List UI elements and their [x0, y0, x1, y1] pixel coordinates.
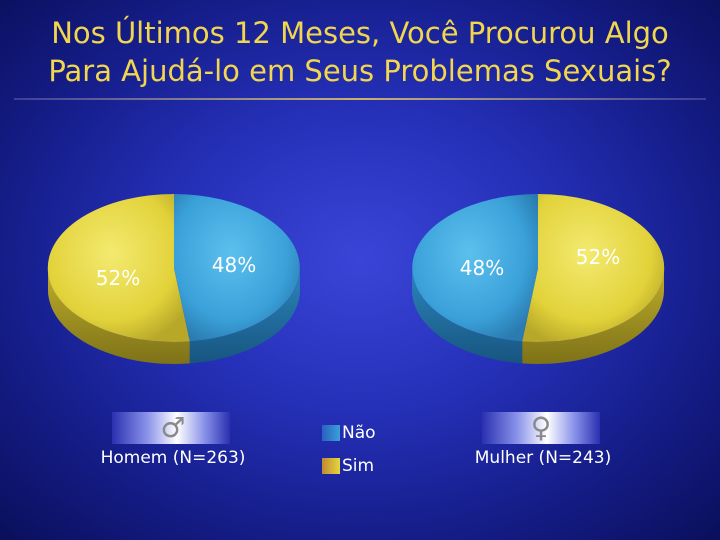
legend-label-sim: Sim [342, 456, 375, 476]
chart-title: Nos Últimos 12 Meses, Você Procurou Algo… [0, 14, 720, 90]
legend-label-nao: Não [342, 423, 376, 443]
pie-side-sim [522, 268, 664, 364]
pie-slice-sim [47, 193, 190, 342]
slice-label-nao: 48% [212, 253, 256, 277]
slice-label-sim: 52% [576, 245, 620, 269]
slice-label-sim: 52% [96, 266, 140, 290]
title-divider [14, 98, 706, 100]
pie-mulher: 48% 52% [412, 193, 665, 364]
female-symbol-box: ♀ [482, 412, 600, 444]
group-label-mulher: Mulher (N=243) [474, 448, 612, 468]
group-label-homem: Homem (N=263) [100, 448, 246, 468]
blue-swatch [322, 425, 340, 441]
male-symbol-icon: ♂ [160, 411, 186, 444]
female-symbol-icon: ♀ [530, 411, 552, 444]
pie-side-sim [48, 268, 190, 364]
pie-slice-sim [522, 193, 665, 342]
slice-label-nao: 48% [460, 256, 504, 280]
pie-side-nao [412, 270, 523, 364]
title-line-1: Nos Últimos 12 Meses, Você Procurou Algo [51, 16, 669, 50]
pie-homem: 48% 52% [47, 193, 300, 364]
male-symbol-box: ♂ [112, 412, 230, 444]
pie-slice-nao [412, 194, 538, 342]
title-line-2: Para Ajudá-lo em Seus Problemas Sexuais? [48, 54, 672, 88]
pie-side-nao [189, 270, 300, 364]
pie-slice-nao [174, 194, 300, 342]
yellow-swatch [322, 458, 340, 474]
